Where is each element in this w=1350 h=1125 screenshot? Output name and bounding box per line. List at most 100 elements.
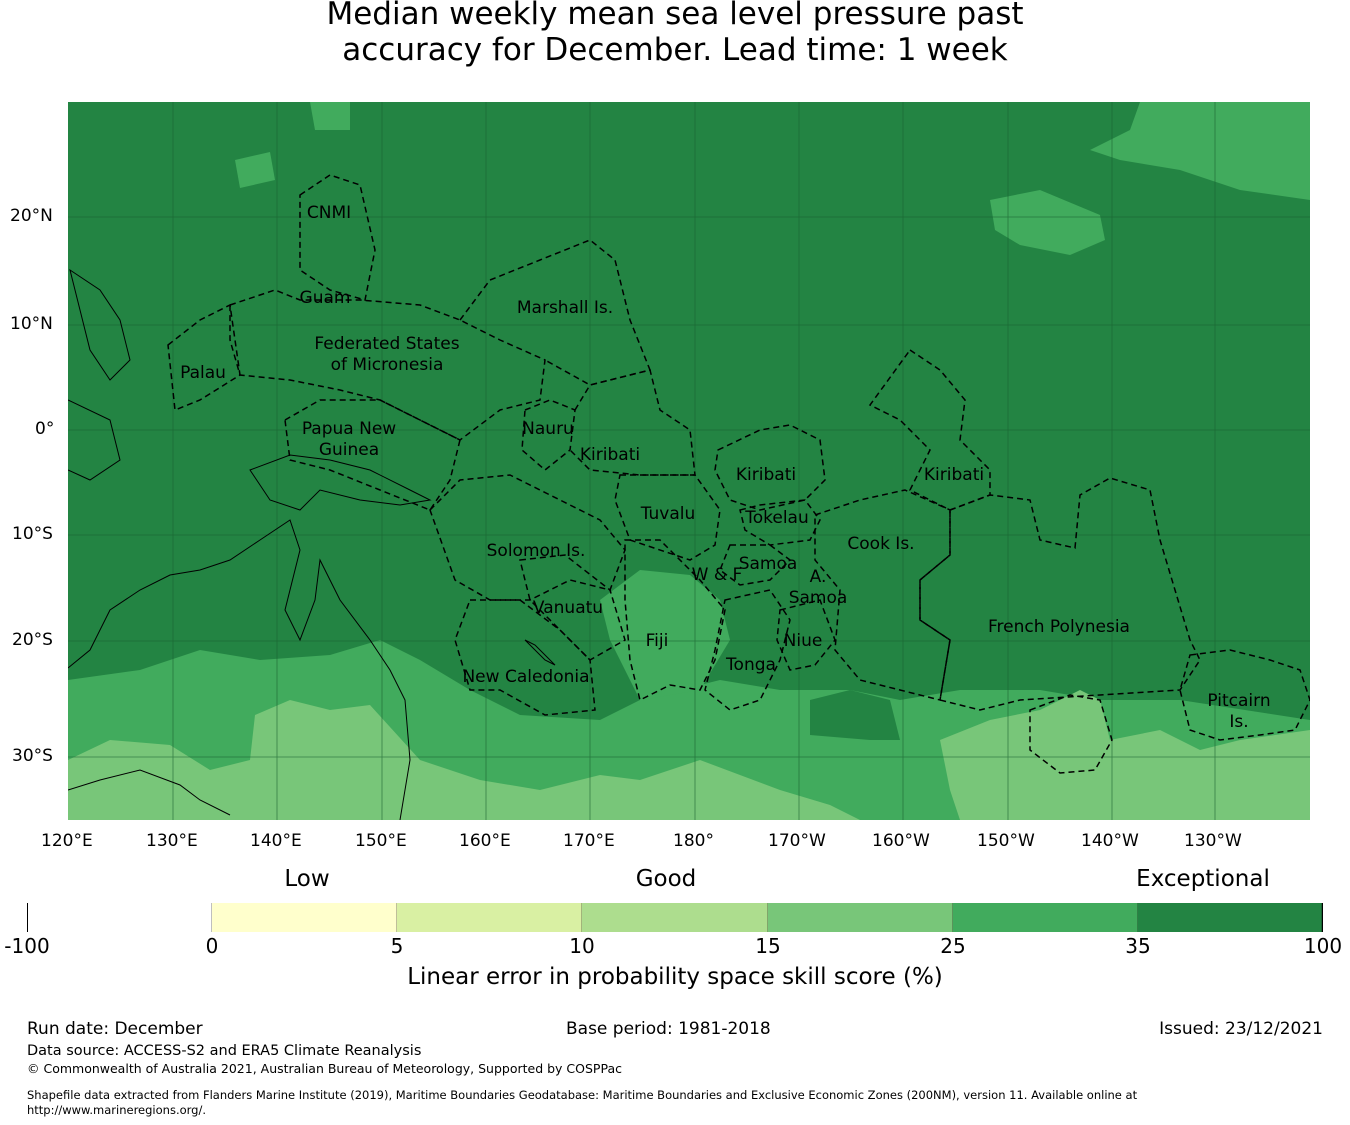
colorbar-tick: 0 (205, 934, 219, 958)
label-marshall: Marshall Is. (517, 298, 613, 318)
borneo-coast (68, 399, 121, 481)
eez-frpoly (919, 477, 1201, 711)
lon-tick: 160°E (459, 831, 511, 851)
label-fiji: Fiji (646, 631, 669, 651)
label-cnmi: CNMI (307, 203, 351, 223)
label-tokelau: Tokelau (744, 508, 809, 528)
base-period: Base period: 1981-2018 (566, 1019, 771, 1039)
lon-tick: 130°W (1184, 831, 1242, 851)
label-fsm-1: Federated States (314, 334, 459, 354)
label-samoa: Samoa (739, 554, 798, 574)
graticule (68, 102, 1310, 820)
label-vanuatu: Vanuatu (533, 598, 603, 618)
lon-tick: 150°E (355, 831, 407, 851)
lat-tick: 10°N (10, 314, 53, 334)
label-wallis-futuna: W & F (692, 565, 743, 585)
label-french-polynesia: French Polynesia (988, 617, 1130, 637)
label-png-2: Guinea (319, 440, 379, 460)
lat-tick: 10°S (12, 524, 53, 544)
colorbar-bin (212, 903, 397, 932)
copyright: © Commonwealth of Australia 2021, Austra… (27, 1061, 622, 1076)
eez-pitcairn-east (1029, 694, 1113, 774)
eez-png (284, 399, 461, 511)
lon-tick: 170°W (768, 831, 826, 851)
colorbar-bin (28, 903, 212, 932)
colorbar-tick: 35 (1125, 934, 1151, 958)
eez-cook (814, 489, 951, 701)
eez-cnmi (299, 174, 376, 301)
colorbar-bin (768, 903, 953, 932)
region-labels: CNMI Guam Marshall Is. Federated States … (180, 203, 1271, 732)
label-pitcairn-1: Pitcairn (1207, 691, 1270, 711)
level-exceptional: Exceptional (1136, 866, 1270, 892)
lat-tick: 20°N (10, 206, 53, 226)
label-pitcairn-2: Is. (1229, 712, 1248, 732)
lon-tick: 140°E (250, 831, 302, 851)
eez-newcal (454, 599, 596, 716)
issued-date: Issued: 23/12/2021 (1159, 1019, 1323, 1039)
new-caledonia-coast (524, 639, 556, 666)
lon-tick: 140°W (1081, 831, 1139, 851)
colorbar-tick: 100 (1303, 934, 1343, 958)
label-niue: Niue (784, 631, 823, 651)
lon-tick: 150°W (977, 831, 1035, 851)
colorbar-bin (582, 903, 768, 932)
lon-tick: 170°E (563, 831, 615, 851)
label-guam: Guam (300, 288, 351, 308)
label-png-1: Papua New (302, 419, 396, 439)
colorbar-label: Linear error in probability space skill … (407, 964, 943, 990)
eez-niue (776, 599, 836, 671)
philippines-coast (69, 268, 131, 381)
colorbar-tick: 5 (390, 934, 404, 958)
title-line-2: accuracy for December. Lead time: 1 week (342, 32, 1008, 68)
eez-fsm (229, 289, 546, 441)
lon-tick: 180° (673, 831, 714, 851)
coastlines (68, 268, 556, 820)
eez-kiribati-gilbert (569, 369, 696, 476)
australia-coast (68, 519, 411, 820)
colorbar-bin (953, 903, 1138, 932)
eez-kiribati-phoenix (714, 424, 826, 511)
colorbar-tick: 15 (755, 934, 781, 958)
shapefile-url: http://www.marineregions.org/. (27, 1103, 206, 1117)
run-date: Run date: December (27, 1019, 203, 1039)
eez-palau (167, 303, 241, 412)
label-fsm-2: of Micronesia (331, 355, 444, 375)
eez-boundaries (167, 174, 1310, 774)
eez-tuvalu (614, 474, 721, 561)
eez-vanuatu (519, 554, 626, 661)
lat-tick: 30°S (12, 746, 53, 766)
label-nauru: Nauru (522, 419, 574, 439)
lon-tick: 120°E (41, 831, 93, 851)
label-american-samoa-2: Samoa (789, 588, 848, 608)
label-cook: Cook Is. (847, 534, 914, 554)
label-solomon: Solomon Is. (487, 541, 586, 561)
colorbar-bin (397, 903, 582, 932)
label-new-caledonia: New Caledonia (462, 667, 589, 687)
label-kiribati-west: Kiribati (580, 445, 640, 465)
eez-nauru (521, 399, 576, 471)
level-good: Good (635, 866, 697, 892)
eez-samoa (719, 544, 792, 586)
label-american-samoa-1: A. (810, 567, 827, 587)
colorbar-tick: -100 (4, 934, 50, 958)
map: CNMI Guam Marshall Is. Federated States … (68, 102, 1310, 820)
data-source: Data source: ACCESS-S2 and ERA5 Climate … (27, 1043, 422, 1059)
colorbar-bin (1138, 903, 1322, 932)
lat-tick: 20°S (12, 630, 53, 650)
eez-solomon (429, 474, 626, 601)
skill-field-dark-patch (810, 690, 900, 740)
label-kiribati-central: Kiribati (736, 465, 796, 485)
lon-tick: 160°W (872, 831, 930, 851)
shapefile-credit: Shapefile data extracted from Flanders M… (27, 1088, 1138, 1102)
lat-tick: 0° (35, 419, 55, 439)
label-tonga: Tonga (725, 655, 776, 675)
colorbar-tick: 25 (940, 934, 966, 958)
australia-coast-south (68, 769, 231, 816)
lon-tick: 130°E (146, 831, 198, 851)
eez-fiji (624, 539, 726, 702)
new-guinea-coast (249, 454, 432, 511)
title-line-1: Median weekly mean sea level pressure pa… (326, 0, 1024, 32)
label-kiribati-east: Kiribati (924, 465, 984, 485)
